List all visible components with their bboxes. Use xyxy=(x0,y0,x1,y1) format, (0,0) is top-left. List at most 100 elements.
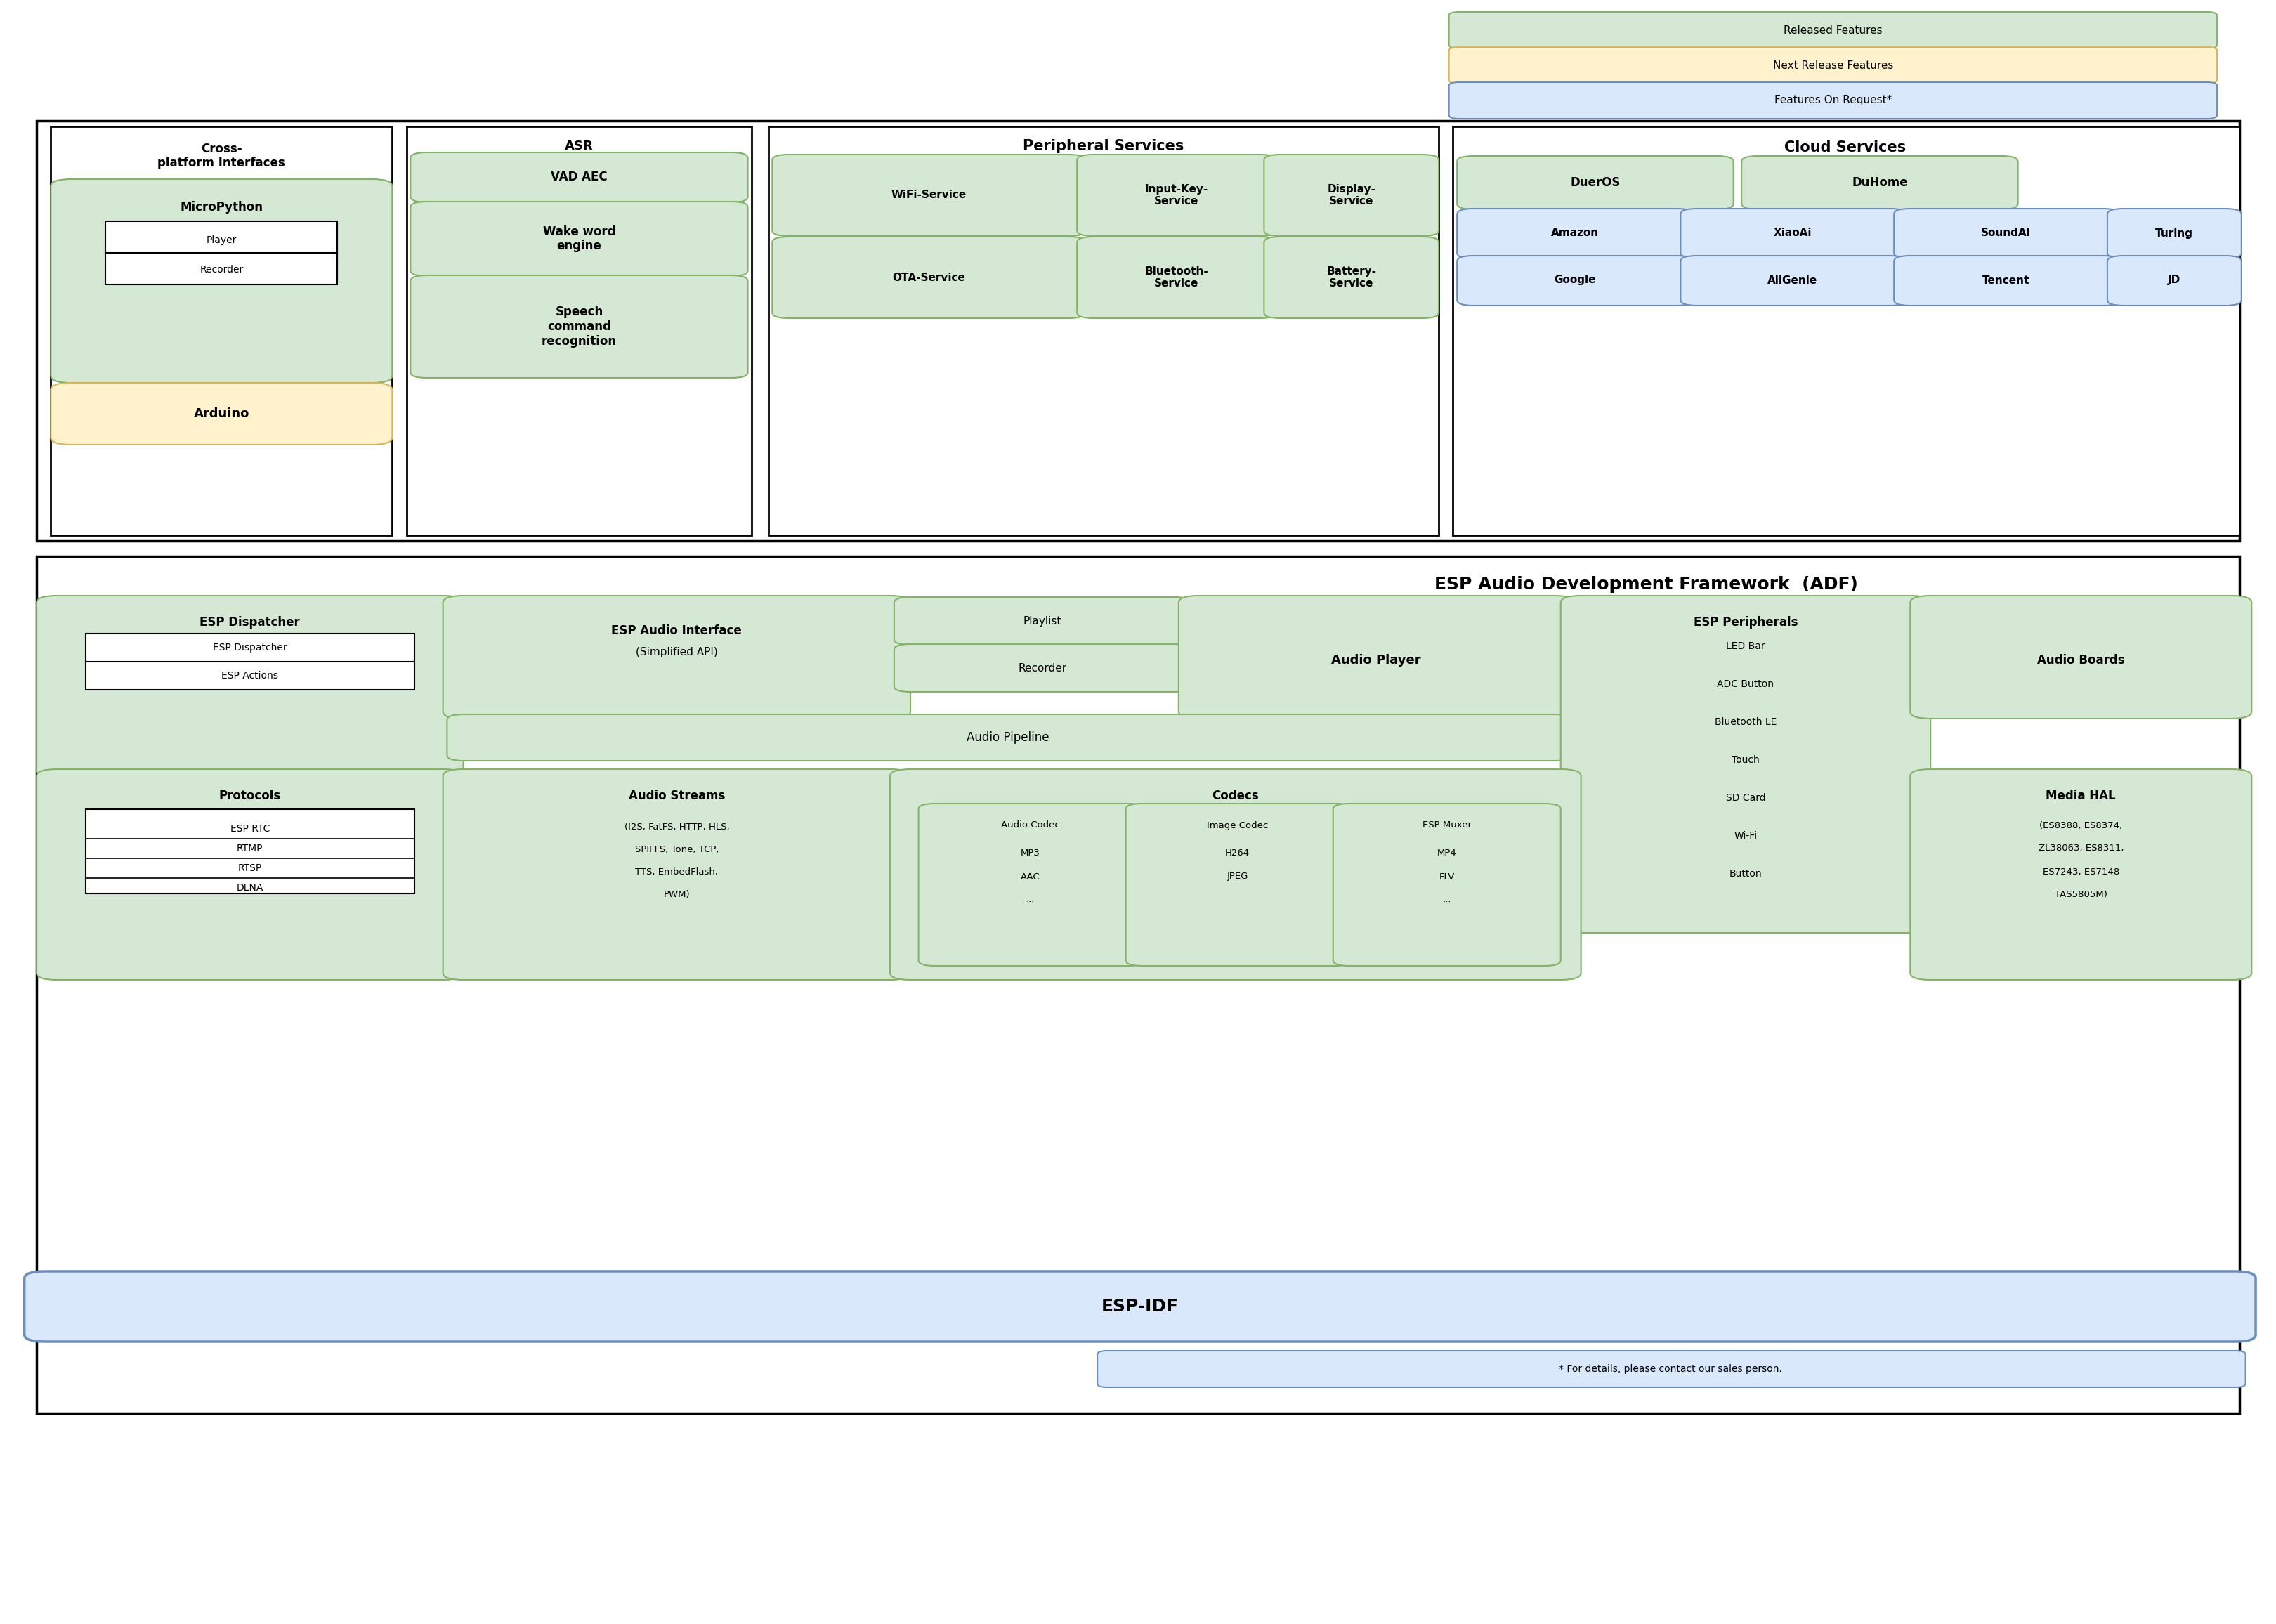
FancyBboxPatch shape xyxy=(2108,208,2242,258)
FancyBboxPatch shape xyxy=(446,715,1570,760)
Text: Amazon: Amazon xyxy=(1550,227,1598,239)
Text: Codecs: Codecs xyxy=(1213,789,1259,802)
Text: ZL38063, ES8311,: ZL38063, ES8311, xyxy=(2039,844,2124,853)
Text: FLV: FLV xyxy=(1438,872,1454,882)
Text: ES7243, ES7148: ES7243, ES7148 xyxy=(2042,867,2119,877)
Text: Image Codec: Image Codec xyxy=(1206,820,1268,830)
Text: * For details, please contact our sales person.: * For details, please contact our sales … xyxy=(1559,1364,1782,1374)
Text: DuerOS: DuerOS xyxy=(1570,177,1621,188)
Text: ESP Dispatcher: ESP Dispatcher xyxy=(214,643,287,653)
Text: Cloud Services: Cloud Services xyxy=(1784,141,1905,154)
Text: Google: Google xyxy=(1555,274,1595,286)
FancyBboxPatch shape xyxy=(1894,255,2119,305)
Text: Bluetooth LE: Bluetooth LE xyxy=(1714,718,1778,728)
Text: Button: Button xyxy=(1730,869,1762,879)
Text: Wi-Fi: Wi-Fi xyxy=(1734,831,1757,841)
Text: JPEG: JPEG xyxy=(1227,872,1247,882)
Text: AliGenie: AliGenie xyxy=(1768,274,1816,286)
FancyBboxPatch shape xyxy=(1680,208,1907,258)
Text: ESP Actions: ESP Actions xyxy=(221,671,278,680)
Text: Audio Codec: Audio Codec xyxy=(1001,820,1061,830)
FancyBboxPatch shape xyxy=(894,598,1190,645)
Text: Display-
Service: Display- Service xyxy=(1327,184,1375,206)
Bar xyxy=(767,127,1438,536)
Text: ESP-IDF: ESP-IDF xyxy=(1102,1298,1179,1315)
Text: Speech
command
recognition: Speech command recognition xyxy=(542,305,617,348)
Text: RTSP: RTSP xyxy=(239,864,262,874)
Text: ESP RTC: ESP RTC xyxy=(230,823,271,833)
Text: RTMP: RTMP xyxy=(237,843,264,854)
Text: Peripheral Services: Peripheral Services xyxy=(1022,140,1184,153)
Text: (Simplified API): (Simplified API) xyxy=(635,646,717,658)
Text: ESP Audio Development Framework  (ADF): ESP Audio Development Framework (ADF) xyxy=(1434,577,1857,593)
FancyBboxPatch shape xyxy=(1334,804,1561,966)
Text: Turing: Turing xyxy=(2155,227,2194,239)
FancyBboxPatch shape xyxy=(1077,237,1277,318)
FancyBboxPatch shape xyxy=(1457,156,1734,209)
FancyBboxPatch shape xyxy=(894,645,1190,692)
Text: DuHome: DuHome xyxy=(1853,177,1907,188)
Text: Player: Player xyxy=(207,235,237,245)
FancyBboxPatch shape xyxy=(772,154,1086,235)
Text: ...: ... xyxy=(1026,895,1036,905)
Text: Recorder: Recorder xyxy=(200,265,244,274)
Text: Playlist: Playlist xyxy=(1024,615,1061,627)
Text: Audio Player: Audio Player xyxy=(1331,654,1420,666)
FancyBboxPatch shape xyxy=(1457,208,1693,258)
FancyBboxPatch shape xyxy=(1450,83,2217,119)
Text: SoundAI: SoundAI xyxy=(1980,227,2030,239)
FancyBboxPatch shape xyxy=(50,179,391,383)
Text: Arduino: Arduino xyxy=(193,408,250,421)
Text: ASR: ASR xyxy=(564,140,594,153)
Text: ADC Button: ADC Button xyxy=(1716,679,1773,689)
Text: JD: JD xyxy=(2169,274,2180,286)
Text: AAC: AAC xyxy=(1020,872,1040,882)
FancyBboxPatch shape xyxy=(1263,237,1438,318)
Text: SD Card: SD Card xyxy=(1725,793,1766,802)
Text: (I2S, FatFS, HTTP, HLS,: (I2S, FatFS, HTTP, HLS, xyxy=(624,823,728,831)
Text: OTA-Service: OTA-Service xyxy=(892,273,965,283)
FancyBboxPatch shape xyxy=(772,237,1086,318)
FancyBboxPatch shape xyxy=(1097,1351,2246,1387)
Bar xyxy=(407,127,751,536)
FancyBboxPatch shape xyxy=(890,770,1582,979)
Text: (ES8388, ES8374,: (ES8388, ES8374, xyxy=(2039,820,2124,830)
Text: Released Features: Released Features xyxy=(1784,24,1882,36)
Text: H264: H264 xyxy=(1224,849,1250,857)
Text: Protocols: Protocols xyxy=(218,789,280,802)
Text: WiFi-Service: WiFi-Service xyxy=(890,190,967,200)
FancyBboxPatch shape xyxy=(1450,11,2217,49)
Text: PWM): PWM) xyxy=(665,890,690,900)
FancyBboxPatch shape xyxy=(25,1272,2256,1341)
FancyBboxPatch shape xyxy=(1179,596,1575,718)
Text: Recorder: Recorder xyxy=(1017,663,1067,674)
FancyBboxPatch shape xyxy=(1910,770,2251,979)
FancyBboxPatch shape xyxy=(1127,804,1352,966)
FancyBboxPatch shape xyxy=(1077,154,1277,235)
Text: Features On Request*: Features On Request* xyxy=(1775,96,1891,106)
FancyBboxPatch shape xyxy=(1894,208,2119,258)
Text: TTS, EmbedFlash,: TTS, EmbedFlash, xyxy=(635,867,719,877)
Bar xyxy=(36,557,2240,1413)
Text: MicroPython: MicroPython xyxy=(180,201,264,213)
FancyBboxPatch shape xyxy=(36,770,464,979)
FancyBboxPatch shape xyxy=(1680,255,1907,305)
Text: LED Bar: LED Bar xyxy=(1725,641,1766,651)
Bar xyxy=(86,633,414,690)
Text: Audio Streams: Audio Streams xyxy=(628,789,726,802)
Text: Wake word
engine: Wake word engine xyxy=(542,226,615,252)
FancyBboxPatch shape xyxy=(444,596,910,718)
Text: Audio Boards: Audio Boards xyxy=(2037,654,2126,666)
Text: VAD AEC: VAD AEC xyxy=(551,171,608,184)
Bar xyxy=(105,221,337,284)
Text: XiaoAi: XiaoAi xyxy=(1773,227,1812,239)
FancyBboxPatch shape xyxy=(1263,154,1438,235)
Text: Cross-
platform Interfaces: Cross- platform Interfaces xyxy=(157,143,284,169)
Text: ESP Audio Interface: ESP Audio Interface xyxy=(612,625,742,637)
FancyBboxPatch shape xyxy=(36,596,464,778)
FancyBboxPatch shape xyxy=(410,153,749,203)
Text: ESP Peripherals: ESP Peripherals xyxy=(1693,615,1798,628)
FancyBboxPatch shape xyxy=(410,201,749,276)
Text: TAS5805M): TAS5805M) xyxy=(2055,890,2108,900)
Text: MP4: MP4 xyxy=(1436,849,1457,857)
